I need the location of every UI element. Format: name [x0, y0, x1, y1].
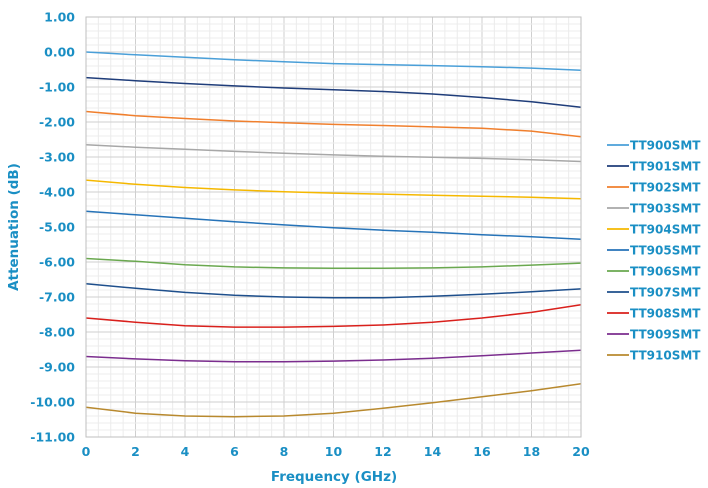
- x-tick-label: 2: [131, 444, 140, 459]
- y-tick-label: -10.00: [30, 395, 75, 410]
- series-line-tt907smt: [85, 282, 582, 299]
- legend-label: TT901SMT: [630, 160, 701, 174]
- legend-label: TT907SMT: [630, 286, 701, 300]
- grid: [85, 16, 582, 438]
- y-tick-label: -9.00: [39, 360, 75, 375]
- series-line-tt908smt: [85, 303, 582, 328]
- x-tick-label: 14: [424, 444, 442, 459]
- series-line-tt900smt: [85, 51, 582, 71]
- series-line-tt903smt: [85, 144, 582, 163]
- legend-label: TT903SMT: [630, 202, 701, 216]
- plot-border: [85, 16, 582, 438]
- x-tick-label: 8: [280, 444, 289, 459]
- series-line-tt906smt: [85, 257, 582, 270]
- legend-label: TT900SMT: [630, 139, 701, 153]
- y-tick-label: 0.00: [44, 45, 75, 60]
- legend-item-tt906smt[interactable]: TT906SMT: [607, 265, 701, 279]
- y-tick-label: 1.00: [44, 10, 75, 25]
- legend-item-tt904smt[interactable]: TT904SMT: [607, 223, 701, 237]
- legend-label: TT908SMT: [630, 307, 701, 321]
- y-tick-label: -5.00: [39, 220, 75, 235]
- series-line-tt905smt: [85, 210, 582, 240]
- legend-label: TT909SMT: [630, 328, 701, 342]
- x-tick-label: 4: [181, 444, 190, 459]
- x-tick-label: 10: [325, 444, 343, 459]
- y-tick-label: -2.00: [39, 115, 75, 130]
- legend-item-tt905smt[interactable]: TT905SMT: [607, 244, 701, 258]
- y-tick-label: -11.00: [30, 430, 75, 445]
- legend-label: TT906SMT: [630, 265, 701, 279]
- y-tick-label: -3.00: [39, 150, 75, 165]
- x-tick-label: 20: [572, 444, 590, 459]
- y-tick-label: -6.00: [39, 255, 75, 270]
- y-tick-label: -8.00: [39, 325, 75, 340]
- legend-item-tt908smt[interactable]: TT908SMT: [607, 307, 701, 321]
- x-tick-label: 18: [523, 444, 540, 459]
- legend-item-tt900smt[interactable]: TT900SMT: [607, 139, 701, 153]
- y-axis-title: Attenuation (dB): [6, 163, 22, 291]
- legend[interactable]: TT900SMT TT901SMT TT902SMT TT903SMT TT904SMT…: [607, 139, 701, 363]
- x-tick-label: 12: [374, 444, 391, 459]
- series-line-tt910smt: [85, 383, 582, 418]
- legend-label: TT910SMT: [630, 349, 701, 363]
- x-axis-title: Frequency (GHz): [271, 469, 397, 485]
- legend-label: TT904SMT: [630, 223, 701, 237]
- y-tick-label: -7.00: [39, 290, 75, 305]
- x-tick-label: 16: [473, 444, 491, 459]
- legend-item-tt909smt[interactable]: TT909SMT: [607, 328, 701, 342]
- legend-item-tt910smt[interactable]: TT910SMT: [607, 349, 701, 363]
- legend-item-tt907smt[interactable]: TT907SMT: [607, 286, 701, 300]
- series-line-tt909smt: [85, 349, 582, 363]
- legend-item-tt902smt[interactable]: TT902SMT: [607, 181, 701, 195]
- legend-label: TT905SMT: [630, 244, 701, 258]
- legend-item-tt901smt[interactable]: TT901SMT: [607, 160, 701, 174]
- axes: 0 2 4 6 8 10 12 14 16 18 20 1.00 0.00 -1.00 -2.00 -3.00…: [30, 10, 590, 460]
- x-tick-label: 6: [230, 444, 239, 459]
- legend-item-tt903smt[interactable]: TT903SMT: [607, 202, 701, 216]
- series-lines: [85, 51, 582, 418]
- series-line-tt902smt: [85, 110, 582, 138]
- x-tick-label: 0: [82, 444, 91, 459]
- y-tick-label: -1.00: [39, 80, 75, 95]
- series-line-tt904smt: [85, 179, 582, 200]
- y-tick-label: -4.00: [39, 185, 75, 200]
- series-line-tt901smt: [85, 76, 582, 109]
- legend-label: TT902SMT: [630, 181, 701, 195]
